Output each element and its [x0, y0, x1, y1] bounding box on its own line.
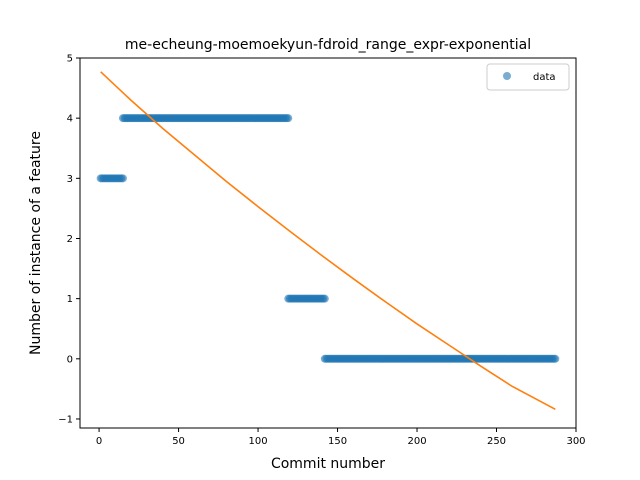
legend-frame — [486, 63, 570, 91]
plot-area — [79, 57, 577, 429]
legend: data — [486, 63, 570, 91]
y-tick-label: 5 — [67, 54, 73, 65]
data-point — [320, 294, 329, 303]
data-point — [284, 114, 293, 123]
y-tick-label: 0 — [67, 354, 73, 365]
x-tick-label: 100 — [249, 436, 268, 447]
axes-frame — [79, 57, 577, 429]
y-axis-label: Number of instance of a feature — [28, 131, 44, 355]
y-tick-label: −1 — [58, 414, 73, 425]
x-tick-label: 200 — [407, 436, 426, 447]
data-point — [551, 354, 560, 363]
x-axis-label: Commit number — [271, 456, 385, 472]
data-point — [118, 174, 127, 183]
y-tick-label: 2 — [67, 234, 73, 245]
x-tick-label: 150 — [328, 436, 347, 447]
x-tick-label: 50 — [172, 436, 185, 447]
fit-line — [100, 71, 556, 411]
legend-data-marker — [503, 72, 511, 80]
legend-entry-data: data — [533, 72, 556, 83]
data-series-points — [96, 114, 560, 363]
y-tick-label: 3 — [67, 174, 73, 185]
x-tick-label: 250 — [487, 436, 506, 447]
chart-title: me-echeung-moemoekyun-fdroid_range_expr-… — [125, 37, 531, 53]
y-tick-label: 4 — [67, 114, 73, 125]
x-tick-label: 0 — [96, 436, 102, 447]
x-tick-label: 300 — [566, 436, 585, 447]
y-tick-label: 1 — [67, 294, 73, 305]
axis-ticks: 0 50 100 150 200 250 300 −1 0 1 2 3 4 5 — [58, 54, 585, 448]
